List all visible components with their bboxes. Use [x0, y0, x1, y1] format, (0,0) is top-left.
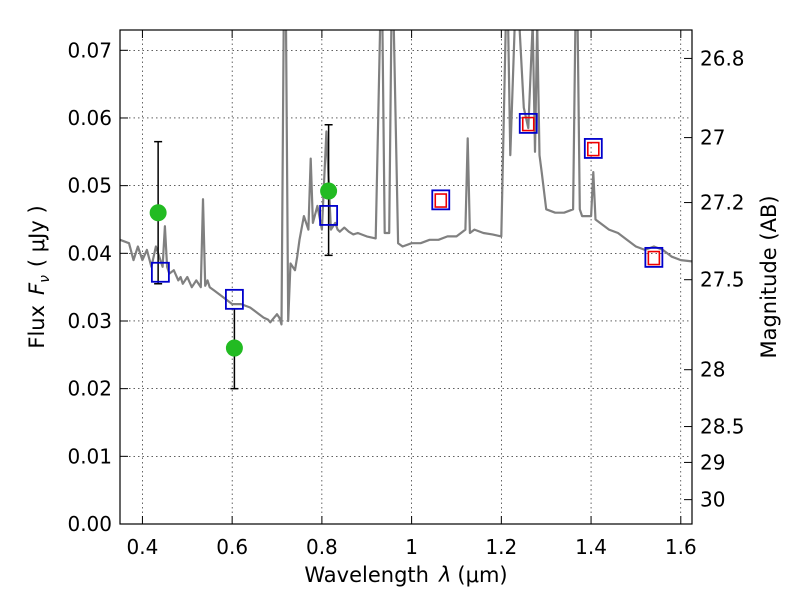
predicted-square [434, 193, 448, 208]
y-axis-label: FluxFν( μJy ) [25, 205, 53, 348]
y2-tick-label: 26.8 [700, 46, 745, 70]
y2-tick-label: 27 [700, 126, 725, 150]
y-tick-label: 0.01 [67, 444, 112, 468]
model-band-square [224, 288, 244, 310]
x-tick-label: 1.4 [575, 535, 607, 559]
plot-frame [119, 29, 693, 525]
x-tick-label: 0.4 [127, 535, 159, 559]
y-tick-label: 0.06 [67, 106, 112, 130]
y2-tick-label: 29 [700, 450, 725, 474]
model-band-square [431, 189, 451, 211]
x-tick-label: 0.6 [216, 535, 248, 559]
spectrum-line [120, 30, 692, 326]
y-tick-label: 0.07 [67, 38, 112, 62]
y-tick-label: 0.02 [67, 377, 112, 401]
x-axis-label: Wavelength λ (μm) [304, 563, 507, 587]
x-tick-label: 1 [405, 535, 418, 559]
y-tick-label: 0.00 [67, 512, 112, 536]
predicted-square [647, 250, 661, 266]
y2-tick-label: 27.2 [700, 191, 745, 215]
y2-tick-label: 28 [700, 358, 725, 382]
x-tick-label: 1.6 [665, 535, 697, 559]
y-tick-label: 0.04 [67, 241, 112, 265]
axis-ticks: 0.4 0.6 0.8 1 1.2 1.4 1.6 0.00 0.01 0.02 0.03 0.04 0… [67, 30, 745, 559]
model-band-square [319, 205, 339, 226]
observed-point [149, 204, 167, 222]
series-layer [120, 30, 692, 390]
y2-axis-label: Magnitude (AB) [757, 195, 781, 358]
model-band-square [583, 138, 603, 159]
y2-tick-label: 28.5 [700, 415, 745, 439]
observed-point [320, 182, 338, 200]
predicted-square [521, 116, 535, 132]
model-band-square [518, 112, 538, 134]
model-band-square [150, 261, 170, 283]
y-tick-label: 0.05 [67, 174, 112, 198]
predicted-square [587, 141, 600, 157]
y2-tick-label: 30 [700, 488, 725, 512]
x-tick-label: 0.8 [306, 535, 338, 559]
observed-point [225, 339, 243, 357]
model-band-square [644, 246, 664, 268]
y-tick-label: 0.03 [67, 309, 112, 333]
y2-tick-label: 27.5 [700, 268, 745, 292]
x-tick-label: 1.2 [485, 535, 517, 559]
